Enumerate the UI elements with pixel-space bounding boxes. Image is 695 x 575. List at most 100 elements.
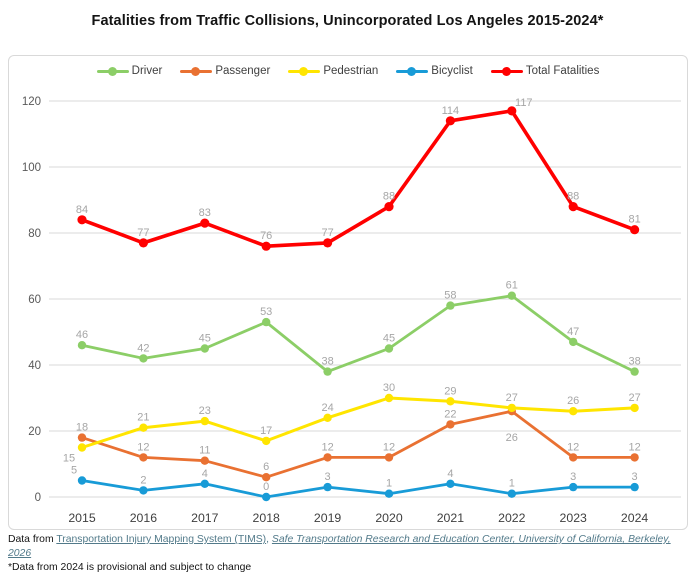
data-label: 114 [442,105,460,117]
legend-item-pedestrian: Pedestrian [288,65,378,77]
data-label: 27 [628,392,640,404]
data-label: 6 [263,461,269,473]
page-title: Fatalities from Traffic Collisions, Unin… [91,13,604,29]
data-point-passenger [77,433,87,442]
data-point-driver [384,344,394,353]
data-point-passenger [384,453,394,462]
data-point-bicyclist [200,479,209,488]
x-tick-label: 2019 [314,511,342,525]
data-point-total-fatalities [630,225,640,235]
y-tick-label: 40 [28,360,41,372]
data-point-total-fatalities [384,202,394,212]
data-label: 12 [383,441,395,453]
data-point-bicyclist [569,482,578,492]
x-tick-label: 2024 [621,511,649,525]
data-label: 1 [386,478,392,490]
data-point-bicyclist [630,482,639,492]
x-tick-label: 2022 [498,511,526,525]
x-tick-label: 2015 [68,511,96,525]
chart-frame: Driver Passenger Pedestrian Bicyclist Total … [8,55,688,530]
data-point-pedestrian [446,397,455,406]
data-point-total-fatalities [323,238,333,248]
legend-label: Passenger [215,65,271,77]
data-label: 42 [137,342,149,354]
footer: Data from Transportation Injury Mapping … [8,533,695,575]
series-line-passenger [80,409,636,479]
chart-legend: Driver Passenger Pedestrian Bicyclist Total … [9,65,687,77]
data-label: 117 [515,97,533,109]
legend-marker-icon [180,66,213,76]
data-label: 0 [263,481,269,493]
y-tick-label: 80 [28,228,41,240]
data-label: 18 [76,422,88,434]
data-point-pedestrian [139,423,148,432]
legend-label: Pedestrian [323,65,379,77]
data-label: 3 [632,471,638,483]
data-label: 53 [260,306,272,318]
data-point-total-fatalities [77,215,87,225]
data-labels-driver: 46 42 45 53 38 45 58 61 47 38 [76,280,641,368]
data-label: 77 [137,227,149,239]
legend-item-total-fatalities: Total Fatalities [490,65,599,77]
data-label: 21 [137,412,149,424]
data-label: 2 [140,474,146,486]
data-label: 61 [506,280,518,292]
data-point-driver [262,317,271,327]
legend-label: Driver [131,65,163,77]
data-point-total-fatalities [138,238,148,248]
data-point-passenger [323,453,332,462]
data-label: 76 [260,230,272,242]
data-point-passenger [200,456,209,465]
series-passenger [77,407,639,482]
data-label: 12 [628,441,640,453]
data-label: 17 [260,425,272,437]
gridlines [49,100,681,498]
safetrec-link[interactable]: Safe Transportation Research and Educati… [8,534,671,559]
data-label: 26 [567,395,579,407]
source-separator: , [266,534,272,545]
data-label: 3 [325,471,331,483]
data-point-pedestrian [200,416,209,426]
data-point-passenger [262,473,271,482]
data-point-driver [323,367,332,376]
data-label: 5 [71,465,77,477]
data-label: 12 [137,441,149,453]
tims-link[interactable]: Transportation Injury Mapping System (TI… [56,534,267,545]
series-total-fatalities [77,106,640,251]
data-label: 1 [509,478,515,490]
data-labels-bicyclist: 5 2 4 0 3 1 4 1 3 3 [71,465,638,494]
legend-marker-icon [396,66,429,76]
data-label: 23 [199,405,211,417]
data-label: 27 [506,392,518,404]
data-label: 88 [567,191,579,203]
data-point-bicyclist [139,486,148,495]
series-line-pedestrian [80,396,637,449]
data-point-pedestrian [630,403,639,413]
legend-label: Bicyclist [431,65,473,77]
data-label: 38 [321,356,333,368]
data-point-passenger [569,453,578,462]
series-line-bicyclist [80,479,636,499]
y-axis-ticks: 0 20 40 60 80 100 120 [22,96,41,504]
data-point-bicyclist [507,489,516,498]
data-point-pedestrian [323,413,332,422]
data-point-total-fatalities [445,116,455,126]
data-point-driver [630,367,639,376]
data-label: 77 [321,227,333,239]
data-point-total-fatalities [261,241,271,251]
data-label: 30 [383,382,395,394]
data-label: 4 [202,468,208,480]
x-tick-label: 2021 [437,511,465,525]
data-point-passenger [139,453,148,462]
x-tick-label: 2017 [191,511,219,525]
data-point-total-fatalities [568,202,578,212]
series-line-driver [80,294,636,374]
data-label: 58 [444,290,456,302]
data-point-pedestrian [77,443,87,452]
data-source-line: Data from Transportation Injury Mapping … [8,533,695,561]
x-axis-ticks: 2015 2016 2017 2018 2019 2020 2021 2022 2023 2024 [68,511,648,525]
data-label: 22 [444,408,456,420]
data-point-driver [446,301,455,310]
y-tick-label: 0 [35,492,41,504]
